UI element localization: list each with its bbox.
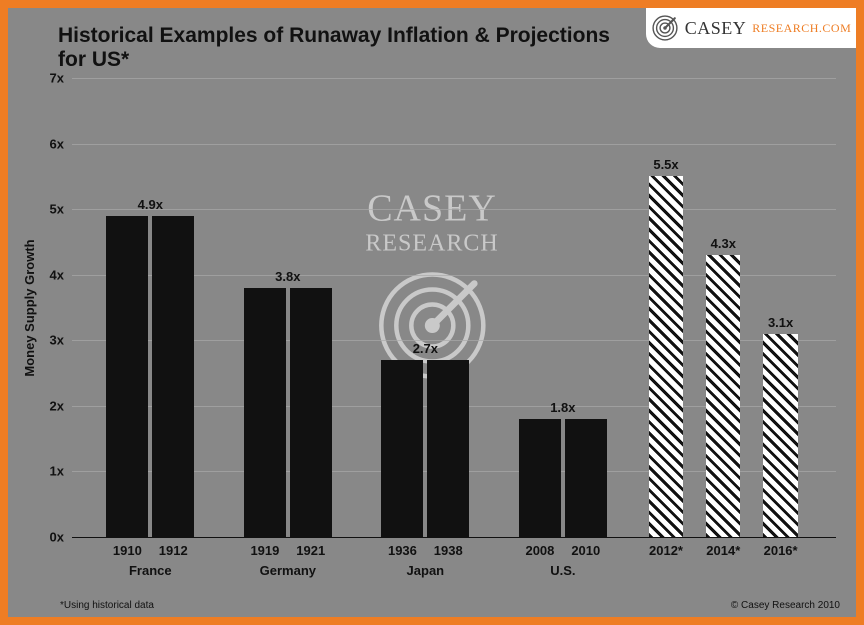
bar-value-label: 3.8x [275,269,300,284]
y-tick-label: 0x [50,530,64,545]
x-tick-label: 1919 [250,543,279,558]
bar-historical [427,360,469,537]
y-tick-label: 5x [50,202,64,217]
baseline [72,537,836,538]
bar-historical [519,419,561,537]
y-tick-label: 2x [50,398,64,413]
source-note-left: *Using historical data [60,600,154,611]
bar-historical [244,288,286,537]
x-tick-label: 1938 [434,543,463,558]
chart-title: Historical Examples of Runaway Inflation… [58,24,636,72]
chart-frame: CASEY RESEARCH.COM CASEY RESEARCH Histor… [0,0,864,625]
y-axis-label: Money Supply Growth [22,239,37,376]
y-tick-label: 1x [50,464,64,479]
bar-value-label: 2.7x [413,341,438,356]
bar-historical [290,288,332,537]
brand-name: CASEY [685,18,747,39]
target-icon [651,14,679,42]
y-tick-label: 3x [50,333,64,348]
plot-area: 0x1x2x3x4x5x6x7x191019124.9xFrance191919… [72,78,836,537]
bar-historical [565,419,607,537]
bar-projection [706,255,740,537]
group-label: U.S. [550,563,575,578]
x-tick-label: 2012* [649,543,683,558]
chart-panel: CASEY RESEARCH.COM CASEY RESEARCH Histor… [8,8,856,617]
y-tick-label: 4x [50,267,64,282]
group-label: France [129,563,172,578]
grid-line [72,78,836,79]
x-tick-label: 1921 [296,543,325,558]
x-tick-label: 1910 [113,543,142,558]
x-tick-label: 2010 [571,543,600,558]
bar-value-label: 4.9x [138,197,163,212]
bar-historical [152,216,194,537]
grid-line [72,144,836,145]
bar-value-label: 1.8x [550,400,575,415]
bar-value-label: 4.3x [711,236,736,251]
x-tick-label: 2016* [764,543,798,558]
bar-projection [649,176,683,537]
bar-value-label: 3.1x [768,315,793,330]
bar-value-label: 5.5x [653,157,678,172]
bar-historical [381,360,423,537]
brand-suffix: RESEARCH.COM [752,21,851,36]
bar-projection [763,334,797,537]
bar-historical [106,216,148,537]
x-tick-label: 1912 [159,543,188,558]
source-note-right: © Casey Research 2010 [731,600,840,611]
x-tick-label: 1936 [388,543,417,558]
x-tick-label: 2014* [706,543,740,558]
y-tick-label: 6x [50,136,64,151]
group-label: Germany [260,563,316,578]
brand-badge: CASEY RESEARCH.COM [646,8,856,48]
y-tick-label: 7x [50,71,64,86]
grid-line [72,209,836,210]
x-tick-label: 2008 [525,543,554,558]
group-label: Japan [407,563,445,578]
